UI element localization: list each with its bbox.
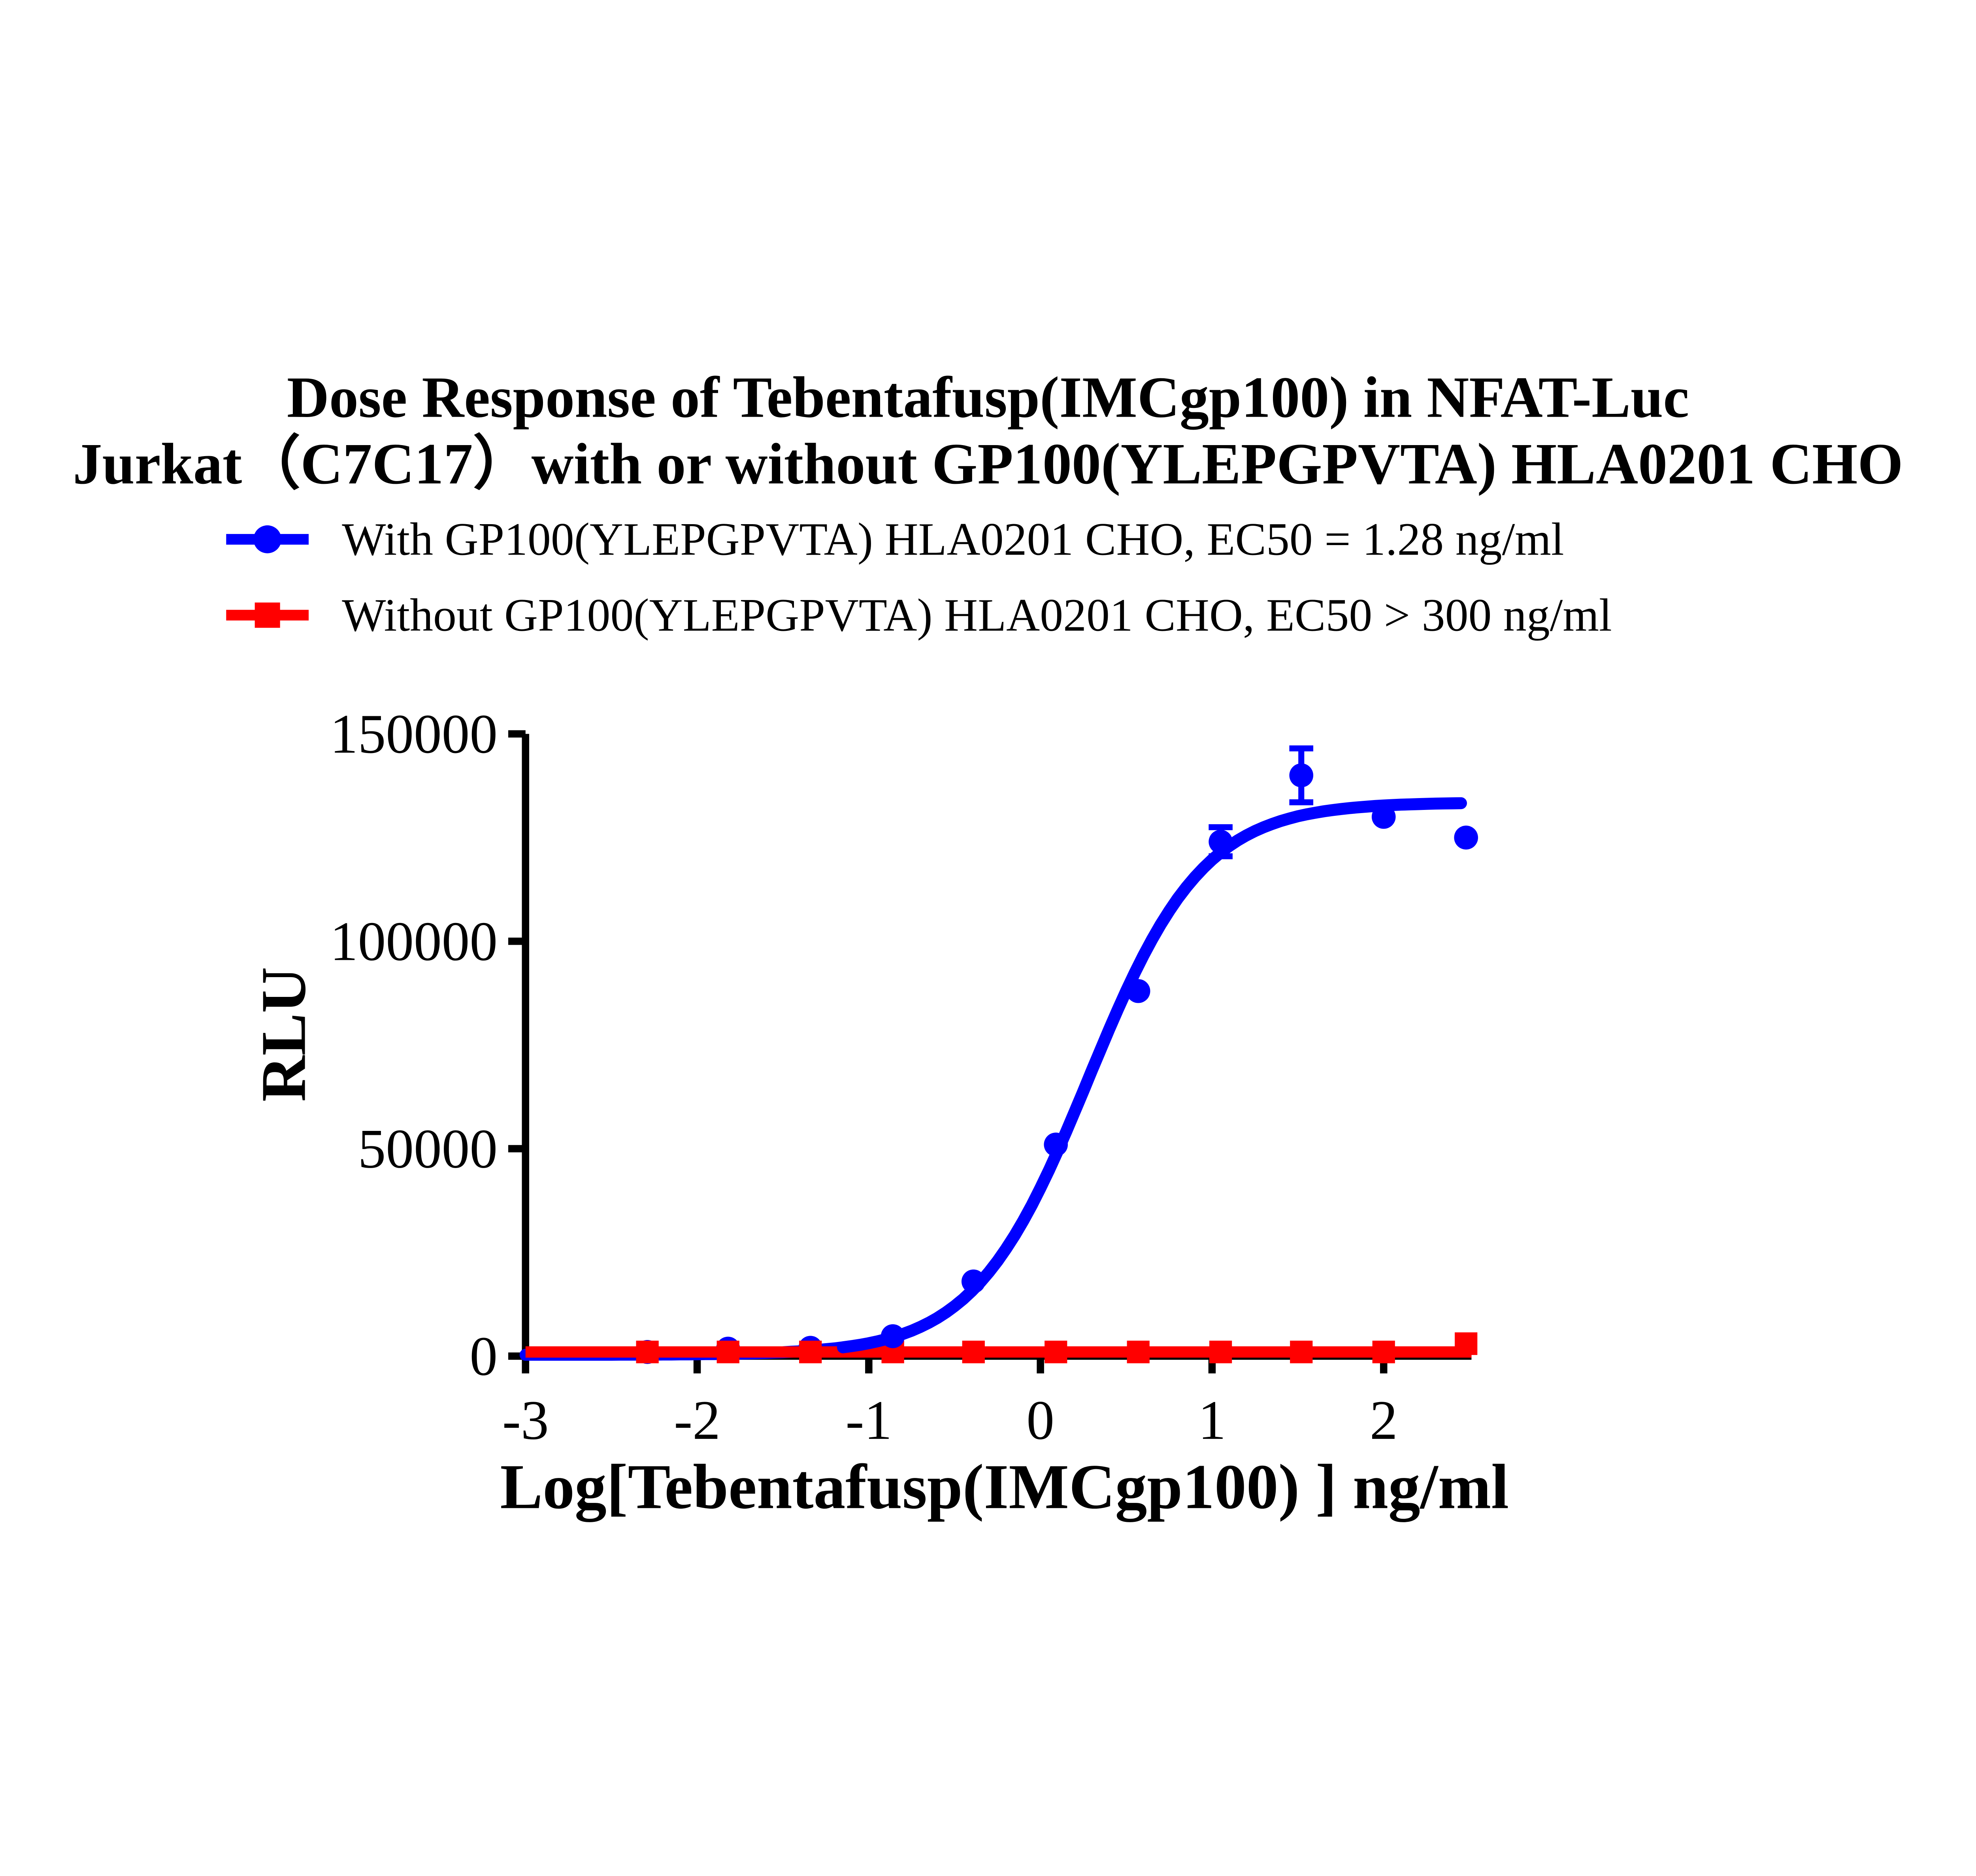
red-data-point (1127, 1340, 1150, 1363)
blue-data-point (1126, 979, 1150, 1003)
blue-data-point (1209, 830, 1233, 854)
legend-label-without-gp100: Without GP100(YLEPGPVTA) HLA0201 CHO, EC… (342, 589, 1612, 641)
x-tick-label: -3 (502, 1389, 549, 1451)
x-axis-title: Log[Tebentafusp(IMCgp100) ] ng/ml (500, 1451, 1509, 1522)
red-data-point (1045, 1340, 1067, 1363)
y-tick-label: 100000 (330, 910, 498, 972)
x-tick-label: -1 (845, 1389, 892, 1451)
blue-data-point (1371, 805, 1396, 829)
red-data-point (1455, 1332, 1478, 1355)
legend: With GP100(YLEPGPVTA) HLA0201 CHO, EC50 … (226, 513, 1612, 641)
red-data-point (716, 1340, 739, 1363)
legend-item-with-gp100: With GP100(YLEPGPVTA) HLA0201 CHO, EC50 … (226, 513, 1564, 565)
blue-data-point (1454, 825, 1478, 850)
y-axis-title: RLU (248, 967, 319, 1102)
red-data-point (1372, 1340, 1395, 1363)
legend-item-without-gp100: Without GP100(YLEPGPVTA) HLA0201 CHO, EC… (226, 589, 1612, 641)
red-data-point (799, 1340, 822, 1363)
legend-red-square-icon (255, 602, 280, 628)
y-tick-label: 0 (469, 1325, 498, 1387)
red-data-point (1209, 1340, 1232, 1363)
figure-title-line-1: Dose Response of Tebentafusp(IMCgp100) i… (287, 365, 1689, 430)
figure-title-line-2: Jurkat（C7C17）with or without GP100(YLEPG… (73, 432, 1903, 496)
y-tick-label: 50000 (358, 1118, 498, 1180)
legend-blue-circle-icon (253, 525, 282, 553)
red-data-point (636, 1340, 659, 1363)
red-data-point (962, 1340, 985, 1363)
blue-data-point (881, 1324, 905, 1348)
blue-dose-response-curve (837, 797, 1467, 1353)
x-tick-label: 0 (1026, 1389, 1054, 1451)
red-data-point (1290, 1340, 1313, 1363)
blue-data-point (1289, 763, 1314, 787)
legend-label-with-gp100: With GP100(YLEPGPVTA) HLA0201 CHO, EC50 … (342, 513, 1564, 565)
blue-data-point (961, 1269, 986, 1294)
blue-series-layer (837, 745, 1478, 1353)
blue-data-point (1044, 1132, 1068, 1157)
x-tick-label: 2 (1370, 1389, 1398, 1451)
y-tick-label: 150000 (330, 703, 498, 765)
x-tick-label: -2 (674, 1389, 720, 1451)
axes: -3 -2 -1 0 1 2 0 50000 100000 150000 (330, 703, 1472, 1451)
x-tick-label: 1 (1198, 1389, 1226, 1451)
